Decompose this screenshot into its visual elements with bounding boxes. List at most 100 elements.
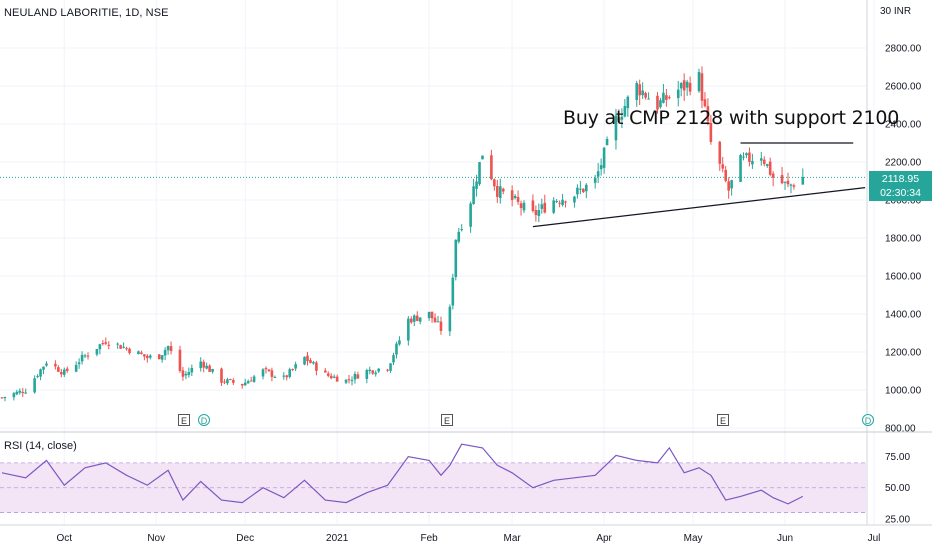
candle-body [160,355,164,360]
candle-body [780,175,784,184]
earnings-event-icon[interactable]: E [441,414,453,426]
candle-body [54,363,57,367]
candle-body [36,376,39,378]
candle-body [576,187,579,195]
candle-body [534,209,538,216]
candle-body [709,122,713,142]
price-tick-label: 2000.00 [885,196,922,207]
candle-body [552,200,555,213]
candle-body [125,348,128,350]
candle-body [415,315,419,321]
candle-body [537,210,541,217]
candle-body [540,204,544,209]
candle-body [3,397,7,399]
candle-body [98,344,102,350]
trendlines-layer [532,142,866,228]
candle-body [365,370,369,379]
candle-body [688,82,692,92]
candle-body [454,239,458,278]
candle-body [596,171,600,177]
candle-body [510,190,514,200]
time-tick-label: Nov [147,533,165,544]
candle-body [427,311,431,319]
candle-body [77,362,81,365]
candle-body [703,99,707,107]
candle-body [759,158,763,161]
candle-body [522,202,526,211]
candle-body [95,349,99,355]
candles-layer [0,66,805,402]
candle-body [163,349,167,356]
candle-body [86,355,90,357]
earnings-event-icon[interactable]: E [717,414,729,426]
price-tick-label: 800.00 [885,424,916,435]
candle-body [519,203,523,208]
candle-body [718,141,722,164]
rsi-tick-label: 50.00 [885,483,910,494]
earnings-event-icon[interactable]: E [178,414,190,426]
candle-body [451,277,455,306]
rsi-tick-label: 75.00 [885,452,910,463]
candle-body [448,306,452,332]
dividend-event-icon[interactable]: D [198,414,210,426]
candle-body [24,392,28,394]
candle-body [635,83,639,100]
candle-body [721,164,725,169]
candle-body [751,160,754,165]
price-tick-label: 1800.00 [885,234,922,245]
time-tick-label: Dec [236,533,254,544]
candle-body [668,97,671,99]
candle-body [0,397,4,399]
price-tick-label: 1400.00 [885,310,922,321]
candle-body [104,342,108,344]
candle-body [119,345,122,349]
candle-body [412,315,416,322]
candle-body [472,186,475,205]
currency-label[interactable]: 30 INR [880,6,912,17]
price-tick-label: 2600.00 [885,82,922,93]
candle-body [208,365,211,372]
candle-body [205,365,208,369]
candle-body [626,96,630,109]
candle-body [697,72,701,92]
candle-body [457,231,461,242]
candle-body [516,196,520,203]
candle-body [146,355,149,359]
time-tick-label: Feb [420,533,438,544]
time-tick-label: 2021 [326,533,349,544]
rsi-tick-label: 25.00 [885,514,910,525]
candle-body [166,346,170,351]
price-axis: 2800.00 2600.00 2400.00 2200.00 2000.00 1800.… [866,0,922,525]
candle-body [335,376,339,382]
dividend-event-icon[interactable]: D [862,414,874,426]
candle-body [801,177,805,185]
candle-body [676,89,680,99]
candle-body [564,201,567,203]
candle-body [614,115,618,141]
candle-body [128,348,131,354]
time-tick-label: Mar [504,533,522,544]
candle-body [493,179,496,187]
candle-body [478,162,481,185]
candle-body [323,370,327,373]
candle-body [531,200,535,211]
candle-body [267,369,271,371]
candle-body [116,343,119,345]
candle-body [181,370,185,377]
candle-body [137,351,140,355]
last-price-value: 2118.95 [881,173,920,185]
candle-body [638,84,641,96]
candle-body [584,184,588,192]
candle-body [496,186,499,197]
candle-body [187,372,191,376]
candle-body [45,363,48,366]
candle-body [74,364,78,372]
last-price-badge: 2118.95 02:30:34 [869,171,932,201]
candle-body [395,343,398,355]
candle-body [665,95,668,100]
candle-body [122,346,125,348]
trade-annotation[interactable]: Buy at CMP 2128 with support 2100 [563,107,900,129]
price-tick-label: 2200.00 [885,158,922,169]
candle-body [220,368,223,383]
